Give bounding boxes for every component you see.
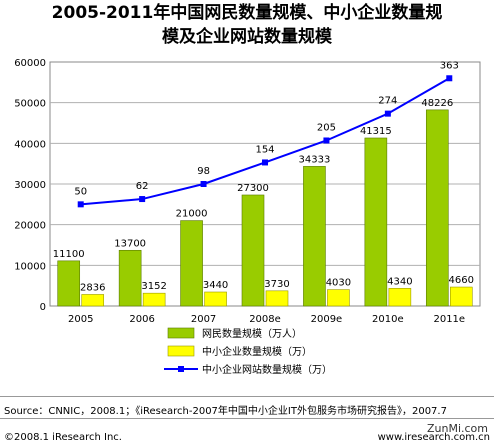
line-data-label: 363: [440, 60, 459, 71]
bar-internet-users: [118, 249, 142, 307]
x-tick-label: 2007: [191, 314, 216, 325]
bar-internet-users: [57, 260, 81, 307]
line-data-label: 98: [197, 166, 210, 177]
data-label: 41315: [360, 126, 392, 137]
data-label: 4340: [387, 276, 412, 287]
watermark-text: ZunMi.com: [426, 422, 488, 435]
legend-swatch-internet-users: [167, 327, 195, 339]
bar-sme-count: [142, 292, 166, 307]
footer-divider-2: [0, 418, 494, 419]
chart-title-line-1: 2005-2011年中国网民数量规模、中小企业数量规: [51, 3, 443, 23]
y-tick-label: 50000: [14, 99, 46, 110]
data-label: 4660: [449, 275, 474, 286]
footer-divider: [0, 396, 494, 397]
data-label: 27300: [237, 183, 269, 194]
line-data-label: 50: [74, 186, 87, 197]
data-label: 48226: [421, 98, 453, 109]
y-tick-label: 20000: [14, 221, 46, 232]
x-tick-label: 2008e: [249, 314, 281, 325]
line-marker: [262, 159, 268, 166]
source-note: Source：CNNIC，2008.1；《iResearch-2007年中国中小…: [4, 406, 447, 417]
bar-sme-count: [449, 286, 473, 307]
legend-marker: [178, 366, 184, 372]
line-marker: [384, 110, 391, 117]
x-tick-label: 2010e: [372, 314, 404, 325]
legend-label: 网民数量规模（万人）: [202, 327, 302, 340]
bar-internet-users: [303, 166, 326, 307]
data-label: 3152: [141, 281, 166, 292]
data-label: 3730: [264, 279, 289, 290]
bar-sme-count: [327, 289, 350, 307]
chart-area: 0 10000 20000 30000 40000 50000 60000 11100 2836…: [14, 58, 481, 376]
bar-internet-users: [241, 194, 265, 307]
line-data-label: 154: [255, 144, 274, 155]
legend-swatch-sme-count: [167, 345, 195, 357]
x-tick-label: 2005: [68, 314, 93, 325]
x-tick-label: 2011e: [433, 314, 465, 325]
line-marker: [139, 196, 146, 203]
bar-sme-count: [81, 294, 105, 307]
line-data-label: 62: [136, 181, 149, 192]
bar-sme-count: [204, 291, 227, 307]
bar-internet-users: [425, 109, 449, 307]
bar-sme-count: [265, 290, 289, 307]
site-url: www.iresearch.com.cn: [377, 432, 490, 443]
line-marker: [200, 181, 207, 187]
legend-label: 中小企业数量规模（万）: [202, 345, 312, 358]
data-label: 11100: [53, 249, 85, 260]
data-label: 13700: [114, 238, 146, 249]
chart-title-line-2: 模及企业网站数量规模: [162, 27, 332, 47]
line-data-label: 274: [378, 96, 397, 107]
y-tick-label: 40000: [14, 139, 46, 150]
y-tick-label: 10000: [14, 261, 46, 272]
line-marker: [446, 75, 453, 82]
data-label: 21000: [176, 209, 208, 220]
bar-sme-count: [388, 288, 412, 307]
line-marker: [323, 137, 330, 144]
y-tick-label: 60000: [14, 58, 46, 69]
data-label: 3440: [203, 280, 228, 291]
line-marker: [77, 201, 84, 208]
x-tick-label: 2006: [129, 314, 154, 325]
bar-internet-users: [180, 220, 203, 307]
line-data-label: 205: [317, 122, 336, 133]
legend-label: 中小企业网站数量规模（万）: [202, 363, 332, 376]
y-tick-label: 30000: [14, 180, 46, 191]
copyright-text: ©2008.1 iResearch Inc.: [4, 432, 122, 443]
bar-internet-users: [364, 137, 388, 307]
data-label: 4030: [326, 278, 351, 289]
y-tick-label: 0: [40, 302, 46, 313]
x-tick-label: 2009e: [311, 314, 343, 325]
data-label: 2836: [80, 282, 105, 293]
data-label: 34333: [299, 154, 331, 165]
